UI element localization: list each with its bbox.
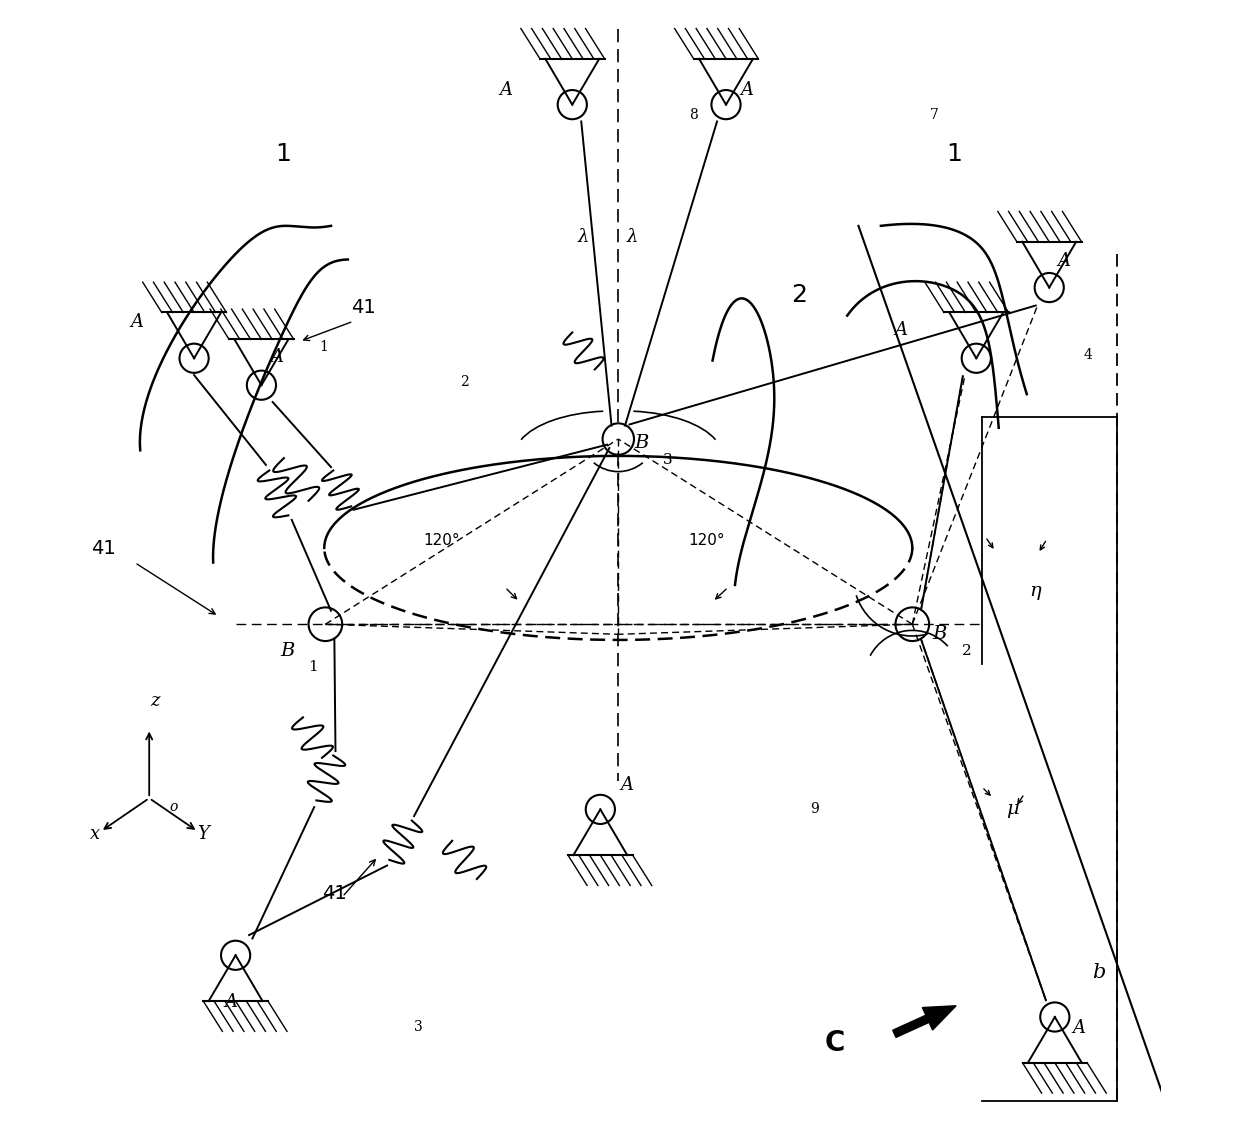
Text: η: η xyxy=(1029,582,1040,600)
Text: A: A xyxy=(1073,1019,1086,1037)
Text: 7: 7 xyxy=(930,108,939,122)
Text: B: B xyxy=(932,624,947,642)
Text: 120°: 120° xyxy=(688,532,724,548)
Text: μ: μ xyxy=(1007,800,1019,818)
Text: 1: 1 xyxy=(275,142,290,165)
Text: 1: 1 xyxy=(946,142,962,165)
Text: C: C xyxy=(825,1028,846,1056)
Text: 41: 41 xyxy=(91,539,115,558)
Text: B: B xyxy=(634,434,649,452)
Text: 2: 2 xyxy=(460,375,469,389)
Text: 9: 9 xyxy=(810,802,818,817)
Text: λ: λ xyxy=(626,227,637,245)
Text: A: A xyxy=(130,314,143,332)
Text: 1: 1 xyxy=(309,660,319,674)
Text: z: z xyxy=(150,692,160,710)
Text: A: A xyxy=(620,776,634,794)
Text: 41: 41 xyxy=(351,298,376,317)
Text: 2: 2 xyxy=(791,284,807,307)
Text: A: A xyxy=(500,81,512,99)
FancyArrow shape xyxy=(893,1006,956,1037)
Text: 2: 2 xyxy=(962,644,971,657)
Text: A: A xyxy=(224,993,237,1011)
Text: 3: 3 xyxy=(414,1020,423,1034)
Text: b: b xyxy=(1092,963,1105,982)
Text: A: A xyxy=(740,81,754,99)
Text: A: A xyxy=(894,322,908,340)
Text: o: o xyxy=(170,800,179,813)
Text: B: B xyxy=(280,641,295,659)
Text: 4: 4 xyxy=(1084,348,1092,362)
Text: 120°: 120° xyxy=(423,532,460,548)
Text: A: A xyxy=(1056,252,1070,270)
Text: 8: 8 xyxy=(689,108,698,122)
Text: x: x xyxy=(89,825,100,843)
Text: 3: 3 xyxy=(663,452,673,467)
Text: 1: 1 xyxy=(320,340,329,354)
Text: A: A xyxy=(270,348,284,366)
Text: 41: 41 xyxy=(322,884,347,903)
Text: Y: Y xyxy=(197,825,210,843)
Text: λ: λ xyxy=(578,227,589,245)
